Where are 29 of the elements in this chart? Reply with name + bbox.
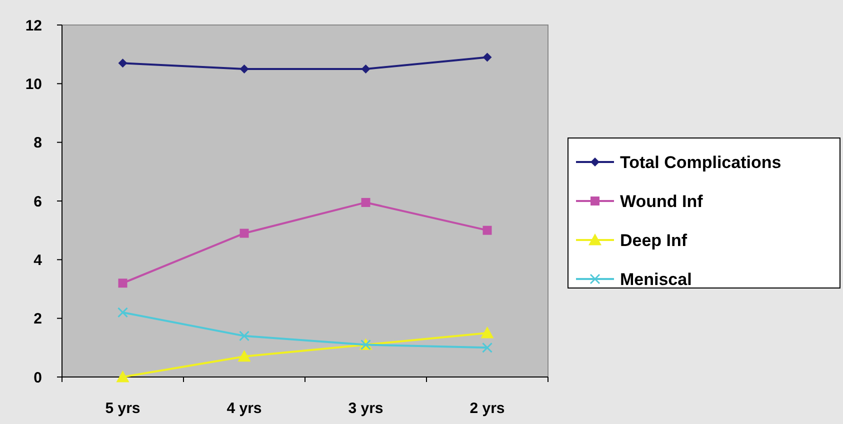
x-tick-label: 4 yrs xyxy=(226,400,262,417)
legend-label: Total Complications xyxy=(620,152,782,172)
point xyxy=(361,64,370,74)
point xyxy=(482,342,492,353)
legend-label: Meniscal xyxy=(620,270,692,289)
legend-label: Wound Inf xyxy=(620,192,704,211)
point xyxy=(118,307,128,318)
point xyxy=(240,228,249,238)
y-tick-label: 12 xyxy=(25,17,42,34)
point xyxy=(480,326,494,338)
y-tick-label: 6 xyxy=(34,193,42,210)
point xyxy=(482,52,492,62)
legend-label: Deep Inf xyxy=(620,230,688,250)
point xyxy=(116,370,130,382)
point xyxy=(361,198,370,207)
x-tick-label: 2 yrs xyxy=(470,400,505,417)
x-tick-label: 3 yrs xyxy=(348,400,384,417)
point xyxy=(239,330,250,342)
y-tick-label: 4 xyxy=(34,252,43,269)
point xyxy=(118,58,128,68)
y-tick-label: 2 xyxy=(34,310,42,328)
y-tick-label: 10 xyxy=(25,76,42,93)
x-tick-label: 5 yrs xyxy=(105,400,140,417)
y-tick-label: 8 xyxy=(34,134,42,152)
point xyxy=(240,64,249,74)
y-tick-label: 0 xyxy=(34,369,42,386)
point xyxy=(482,226,492,235)
point xyxy=(118,278,128,288)
point xyxy=(238,350,251,362)
